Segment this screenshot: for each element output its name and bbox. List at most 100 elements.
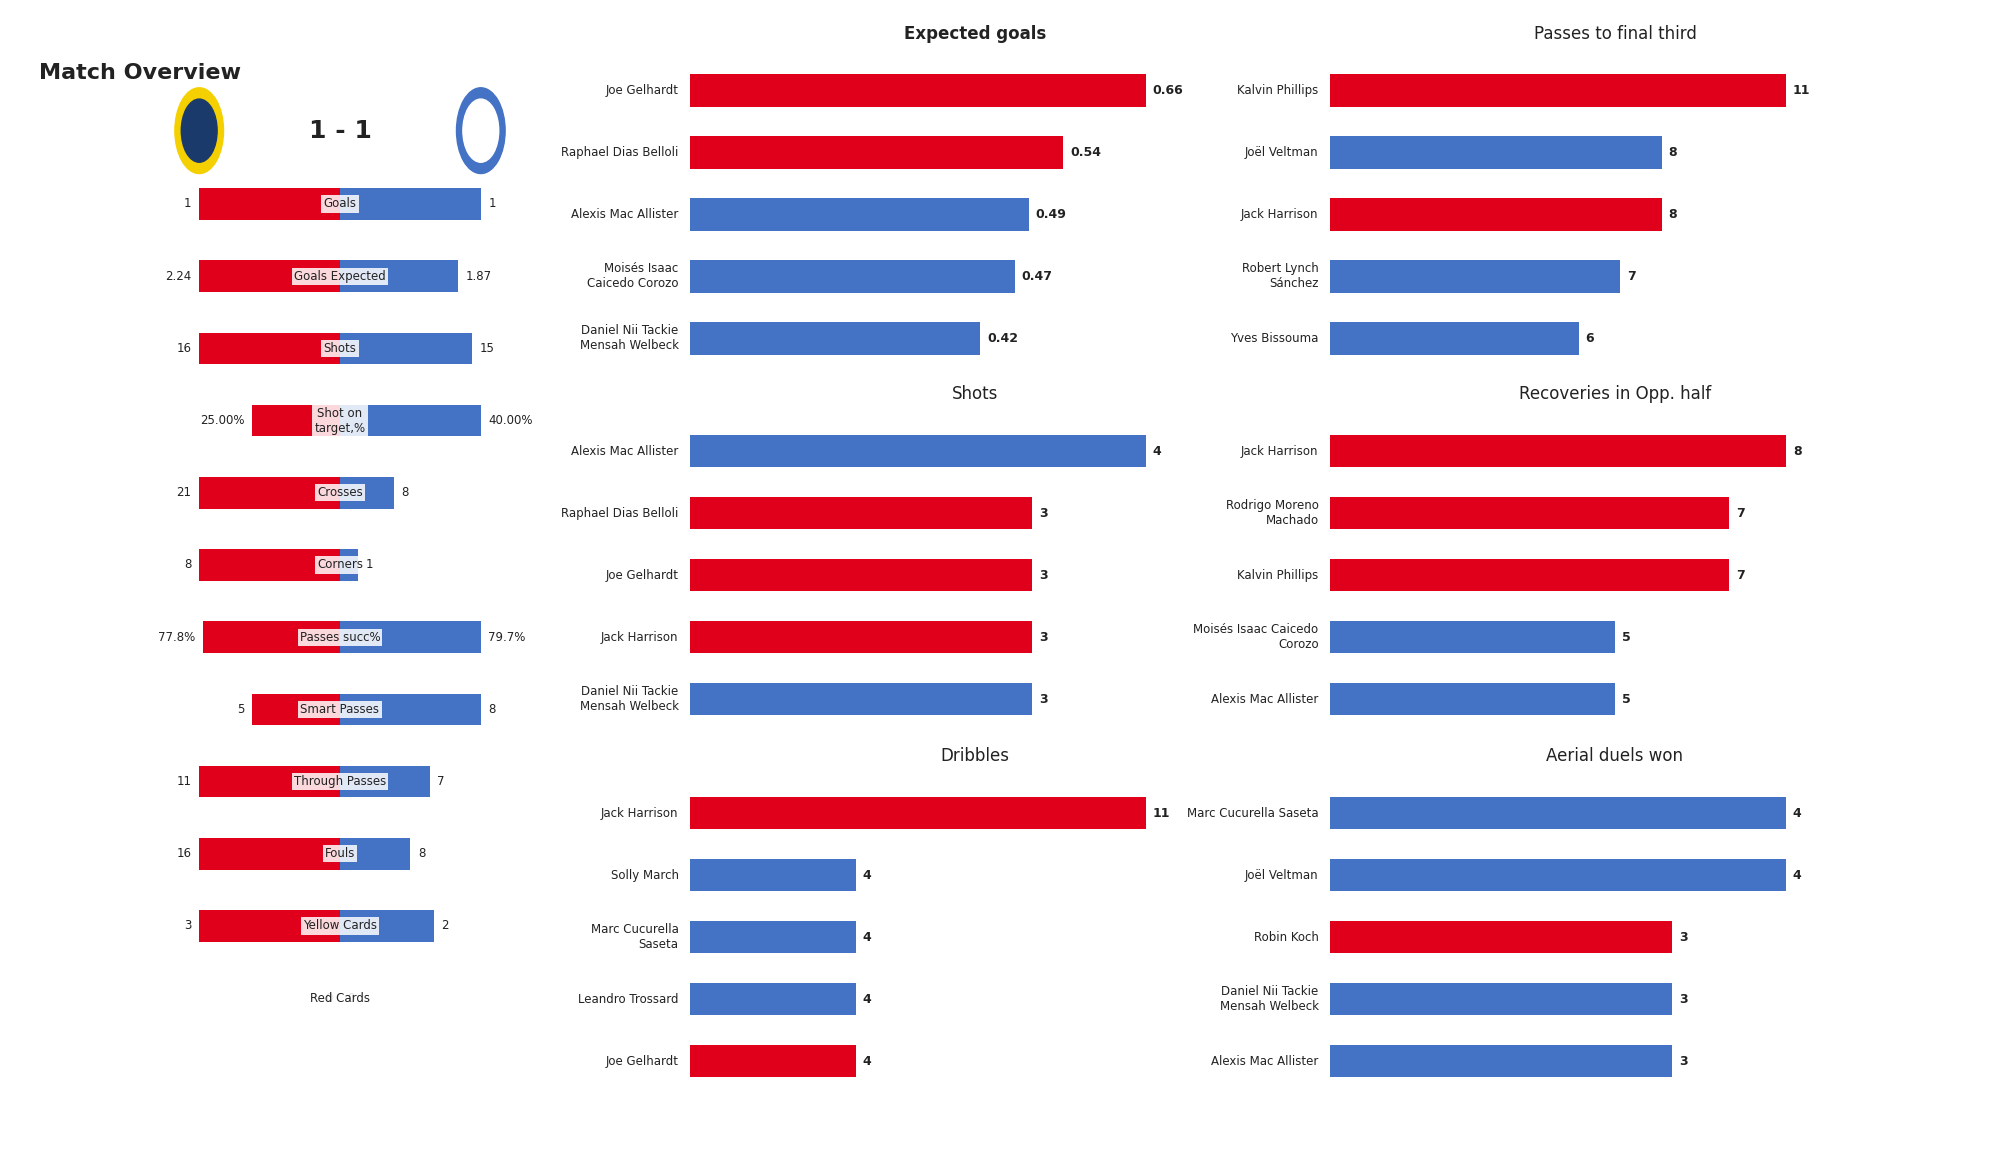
Title: Passes to final third: Passes to final third	[1534, 25, 1696, 42]
Text: Yves Bissouma: Yves Bissouma	[1230, 333, 1318, 345]
Text: Smart Passes: Smart Passes	[300, 703, 380, 716]
Text: 0.66: 0.66	[1152, 83, 1184, 96]
Text: 3: 3	[1038, 569, 1048, 582]
Circle shape	[462, 99, 498, 162]
Text: Joe Gelhardt: Joe Gelhardt	[606, 1055, 678, 1068]
Text: Shots: Shots	[324, 342, 356, 355]
Text: 0.49: 0.49	[1036, 208, 1066, 221]
Bar	[690, 859, 856, 891]
Text: Joe Gelhardt: Joe Gelhardt	[606, 569, 678, 582]
Text: 25.00%: 25.00%	[200, 414, 244, 427]
Bar	[200, 261, 340, 291]
Text: Joe Gelhardt: Joe Gelhardt	[606, 83, 678, 96]
Bar	[1330, 683, 1616, 716]
Bar	[340, 404, 480, 436]
Title: Recoveries in Opp. half: Recoveries in Opp. half	[1518, 385, 1712, 403]
Text: 77.8%: 77.8%	[158, 631, 194, 644]
Bar	[1330, 74, 1786, 107]
Text: Raphael Dias Belloli: Raphael Dias Belloli	[562, 146, 678, 159]
Bar	[200, 333, 340, 364]
Text: 3: 3	[1038, 506, 1048, 519]
Bar	[690, 1045, 856, 1077]
Text: Kalvin Phillips: Kalvin Phillips	[1238, 569, 1318, 582]
Text: Jack Harrison: Jack Harrison	[1242, 208, 1318, 221]
Text: Red Cards: Red Cards	[310, 992, 370, 1005]
Text: 3: 3	[1038, 693, 1048, 706]
Text: 8: 8	[1668, 208, 1678, 221]
Bar	[200, 911, 340, 941]
Text: Goals: Goals	[324, 197, 356, 210]
Text: Daniel Nii Tackie
Mensah Welbeck: Daniel Nii Tackie Mensah Welbeck	[1220, 985, 1318, 1013]
Text: Through Passes: Through Passes	[294, 776, 386, 788]
Text: Shot on
target,%: Shot on target,%	[314, 407, 366, 435]
Text: Moisés Isaac Caicedo
Corozo: Moisés Isaac Caicedo Corozo	[1194, 623, 1318, 651]
Bar	[690, 983, 856, 1015]
Text: 2: 2	[442, 919, 450, 933]
Text: Jack Harrison: Jack Harrison	[602, 806, 678, 819]
Text: 3: 3	[184, 919, 192, 933]
Bar	[690, 136, 1064, 168]
Bar	[340, 766, 430, 798]
Text: 21: 21	[176, 486, 192, 499]
Bar	[690, 683, 1032, 716]
Bar	[690, 622, 1032, 653]
Text: 0: 0	[324, 992, 332, 1005]
Text: Crosses: Crosses	[318, 486, 362, 499]
Title: Shots: Shots	[952, 385, 998, 403]
Text: 3: 3	[1678, 1055, 1688, 1068]
Bar	[1330, 983, 1672, 1015]
Text: 0: 0	[348, 992, 356, 1005]
Text: 7: 7	[1628, 270, 1636, 283]
Text: 5: 5	[236, 703, 244, 716]
Bar	[1330, 559, 1728, 591]
Text: 4: 4	[1792, 806, 1802, 819]
Circle shape	[174, 88, 224, 174]
Text: 1: 1	[366, 558, 372, 571]
Text: 1: 1	[184, 197, 192, 210]
Text: Moisés Isaac
Caicedo Corozo: Moisés Isaac Caicedo Corozo	[588, 262, 678, 290]
Text: 7: 7	[438, 776, 444, 788]
Bar	[690, 261, 1014, 293]
Text: 8: 8	[418, 847, 426, 860]
Text: 4: 4	[862, 868, 872, 881]
Text: 0.54: 0.54	[1070, 146, 1100, 159]
Text: Match Overview: Match Overview	[40, 63, 242, 83]
Text: 5: 5	[1622, 631, 1630, 644]
Text: Alexis Mac Allister: Alexis Mac Allister	[572, 208, 678, 221]
Text: Marc Cucurella
Saseta: Marc Cucurella Saseta	[590, 924, 678, 951]
Bar	[202, 622, 340, 653]
Text: Joël Veltman: Joël Veltman	[1244, 146, 1318, 159]
Text: Robert Lynch
Sánchez: Robert Lynch Sánchez	[1242, 262, 1318, 290]
Bar	[340, 549, 358, 580]
Bar	[252, 404, 340, 436]
Text: Yellow Cards: Yellow Cards	[304, 919, 376, 933]
Text: Alexis Mac Allister: Alexis Mac Allister	[572, 444, 678, 457]
Text: Jack Harrison: Jack Harrison	[602, 631, 678, 644]
Bar	[340, 333, 472, 364]
Text: 4: 4	[862, 931, 872, 944]
Text: 3: 3	[1678, 993, 1688, 1006]
Text: 79.7%: 79.7%	[488, 631, 526, 644]
Bar	[690, 921, 856, 953]
Bar	[690, 435, 1146, 468]
Text: 15: 15	[480, 342, 494, 355]
Text: Daniel Nii Tackie
Mensah Welbeck: Daniel Nii Tackie Mensah Welbeck	[580, 324, 678, 352]
Text: 16: 16	[176, 847, 192, 860]
Text: 1 - 1: 1 - 1	[308, 119, 372, 142]
Bar	[340, 477, 394, 509]
Bar	[690, 497, 1032, 529]
Title: Expected goals: Expected goals	[904, 25, 1046, 42]
Bar	[690, 797, 1146, 830]
Text: 8: 8	[184, 558, 192, 571]
Text: Robin Koch: Robin Koch	[1254, 931, 1318, 944]
Text: 7: 7	[1736, 569, 1744, 582]
Text: Passes succ%: Passes succ%	[300, 631, 380, 644]
Bar	[200, 549, 340, 580]
Bar	[1330, 497, 1728, 529]
Text: 11: 11	[1152, 806, 1170, 819]
Text: 5: 5	[1622, 693, 1630, 706]
Text: 4: 4	[1152, 444, 1162, 457]
Bar	[200, 188, 340, 220]
Bar	[340, 911, 434, 941]
Bar	[340, 188, 480, 220]
